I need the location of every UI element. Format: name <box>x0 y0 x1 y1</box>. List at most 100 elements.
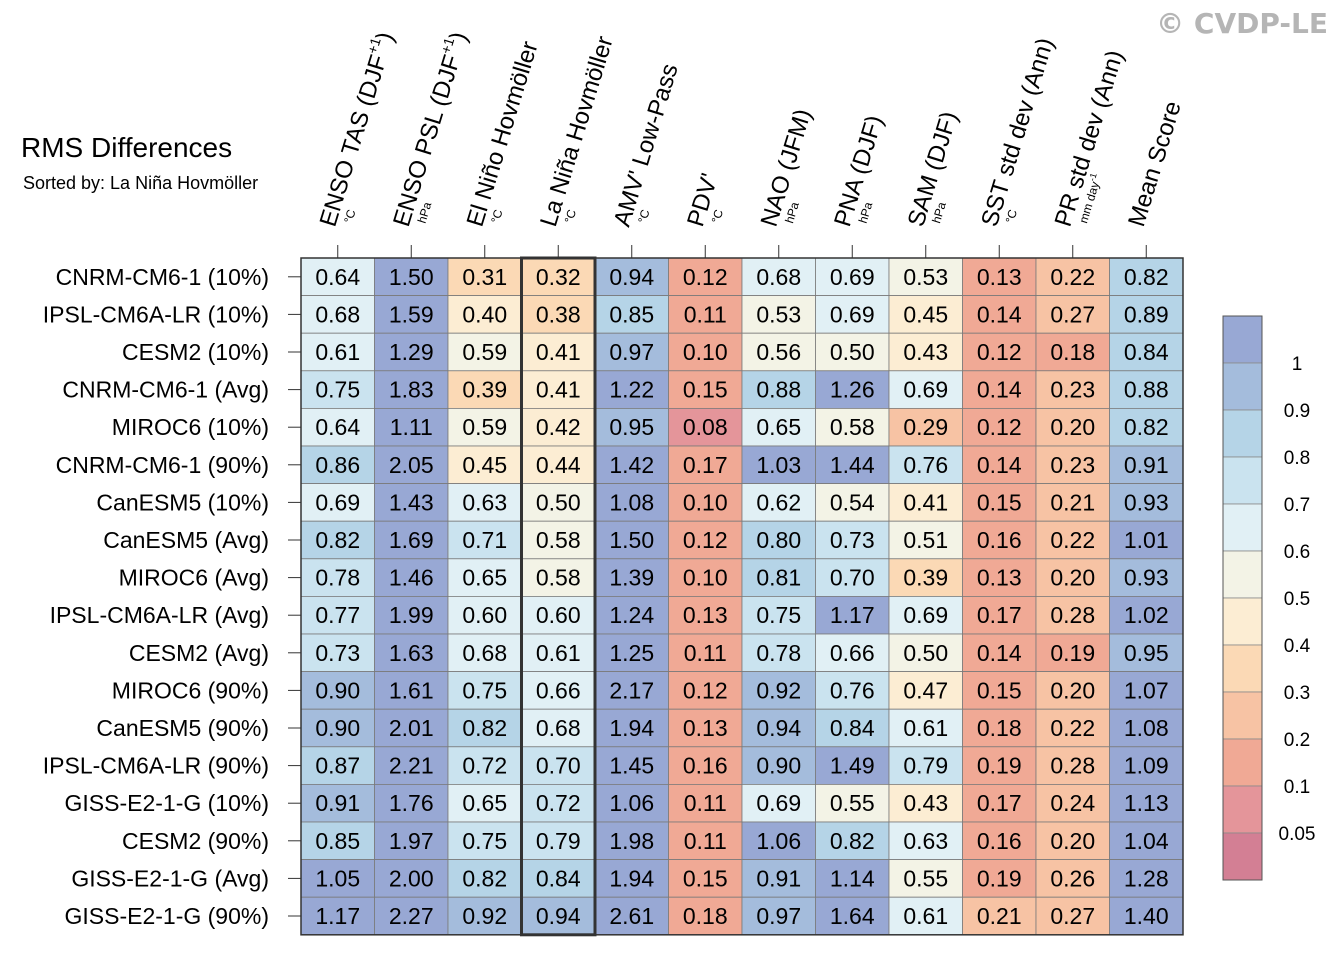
cell-value-label: 0.69 <box>903 602 948 628</box>
heatmap-cell <box>668 483 743 522</box>
heatmap-cell <box>300 708 375 748</box>
cell-value-label: 0.20 <box>1050 828 1095 854</box>
cell-value-label: 1.02 <box>1124 602 1169 628</box>
cell-value-label: 0.75 <box>756 602 801 628</box>
chart-subtitle: Sorted by: La Niña Hovmöller <box>23 173 258 193</box>
column-label-la-ni-a-hovm-ller: La Niña Hovmöller <box>535 33 619 230</box>
colorbar-tick-label: 0.4 <box>1284 636 1311 657</box>
heatmap-cell <box>888 821 963 860</box>
cell-value-label: 0.73 <box>830 527 875 553</box>
cell-value-label: 0.61 <box>536 640 581 666</box>
cell-value-label: 1.99 <box>389 602 434 628</box>
heatmap-cell <box>962 671 1037 710</box>
cell-value-label: 0.65 <box>462 565 507 591</box>
cell-value-label: 0.95 <box>1124 640 1169 666</box>
cell-value-label: 0.24 <box>1050 790 1095 816</box>
cell-value-label: 0.56 <box>756 339 801 365</box>
colorbar-segment <box>1222 691 1263 740</box>
heatmap-cell <box>374 483 449 522</box>
cell-value-label: 0.82 <box>462 715 507 741</box>
cell-value-label: 0.12 <box>683 677 728 703</box>
cell-value-label: 0.69 <box>315 489 360 515</box>
column-label-amv-low-pass: AMV' Low-Pass <box>609 61 684 230</box>
cell-value-label: 0.10 <box>683 565 728 591</box>
row-label-ipsl-cm6a-lr-90: IPSL-CM6A-LR (90%) <box>43 753 269 779</box>
cell-value-label: 0.70 <box>830 565 875 591</box>
cell-value-label: 0.14 <box>977 452 1022 478</box>
cell-value-label: 0.54 <box>830 489 875 515</box>
cell-value-label: 0.79 <box>903 753 948 779</box>
cell-value-label: 0.65 <box>462 790 507 816</box>
cell-value-label: 1.61 <box>389 677 434 703</box>
heatmap-cell <box>962 784 1037 823</box>
cell-value-label: 0.61 <box>315 339 360 365</box>
heatmap-cell <box>447 633 522 672</box>
cell-value-label: 0.89 <box>1124 301 1169 327</box>
cell-value-label: 0.86 <box>315 452 360 478</box>
heatmap-cell <box>374 708 449 748</box>
row-label-giss-e2-1-g-avg: GISS-E2-1-G (Avg) <box>71 865 269 891</box>
cell-value-label: 0.53 <box>756 301 801 327</box>
cell-value-label: 0.75 <box>315 377 360 403</box>
cell-value-label: 0.43 <box>903 339 948 365</box>
colorbar-tick-label: 0.1 <box>1284 777 1310 798</box>
colorbar-tick-label: 0.6 <box>1284 542 1310 563</box>
cell-value-label: 1.28 <box>1124 865 1169 891</box>
cell-value-label: 1.76 <box>389 790 434 816</box>
row-labels: CNRM-CM6-1 (10%) IPSL-CM6A-LR (10%) CESM2 … <box>43 264 301 929</box>
heatmap-cell <box>374 596 449 635</box>
cell-value-label: 0.15 <box>977 489 1022 515</box>
heatmap-cell <box>521 520 596 560</box>
heatmap-cell <box>815 708 890 748</box>
cell-value-label: 0.62 <box>756 489 801 515</box>
row-label-giss-e2-1-g-90: GISS-E2-1-G (90%) <box>65 903 270 929</box>
cell-value-label: 1.46 <box>389 565 434 591</box>
row-label-canesm5-10: CanESM5 (10%) <box>96 489 269 515</box>
cell-value-label: 0.14 <box>977 640 1022 666</box>
heatmap-cell <box>1109 483 1184 522</box>
cell-value-label: 0.29 <box>903 414 948 440</box>
heatmap-cell <box>888 483 963 522</box>
heatmap-cell <box>594 520 669 560</box>
heatmap-cell <box>521 746 596 785</box>
cell-value-label: 0.68 <box>756 264 801 290</box>
cell-value-label: 0.51 <box>903 527 948 553</box>
cell-value-label: 0.90 <box>315 715 360 741</box>
heatmap-cell <box>374 633 449 672</box>
cell-value-label: 0.55 <box>903 865 948 891</box>
cell-value-label: 0.16 <box>977 828 1022 854</box>
cell-value-label: 0.92 <box>756 677 801 703</box>
heatmap-cell <box>741 784 816 823</box>
cell-value-label: 0.75 <box>462 828 507 854</box>
heatmap-cell <box>374 671 449 710</box>
heatmap-cell <box>300 257 375 296</box>
heatmap-cell <box>521 596 596 635</box>
cell-value-label: 0.90 <box>756 753 801 779</box>
heatmap-cell <box>594 746 669 785</box>
heatmap-cell <box>1035 746 1110 785</box>
colorbar-segment <box>1222 409 1263 458</box>
column-unit-label: hPa <box>929 200 949 225</box>
cell-value-label: 0.60 <box>462 602 507 628</box>
column-unit-label: hPa <box>782 200 802 225</box>
heatmap-cell <box>1035 520 1110 560</box>
cell-value-label: 0.19 <box>1050 640 1095 666</box>
heatmap-cell <box>447 520 522 560</box>
cell-value-label: 0.21 <box>977 903 1022 929</box>
cell-value-label: 0.45 <box>462 452 507 478</box>
heatmap-cell <box>815 558 890 597</box>
cell-value-label: 0.60 <box>536 602 581 628</box>
heatmap-cell <box>668 746 743 785</box>
cell-value-label: 0.11 <box>684 828 727 854</box>
cell-value-label: 0.16 <box>977 527 1022 553</box>
column-label-enso-tas-djf: ENSO TAS (DJF+1) <box>312 28 400 230</box>
heatmap-cell <box>300 483 375 522</box>
heatmap-cell <box>300 633 375 672</box>
heatmap-cell <box>447 483 522 522</box>
cell-value-label: 0.58 <box>830 414 875 440</box>
cell-value-label: 0.66 <box>830 640 875 666</box>
heatmap-cell <box>741 445 816 484</box>
cell-value-label: 0.28 <box>1050 753 1095 779</box>
cell-value-label: 0.18 <box>683 903 728 929</box>
